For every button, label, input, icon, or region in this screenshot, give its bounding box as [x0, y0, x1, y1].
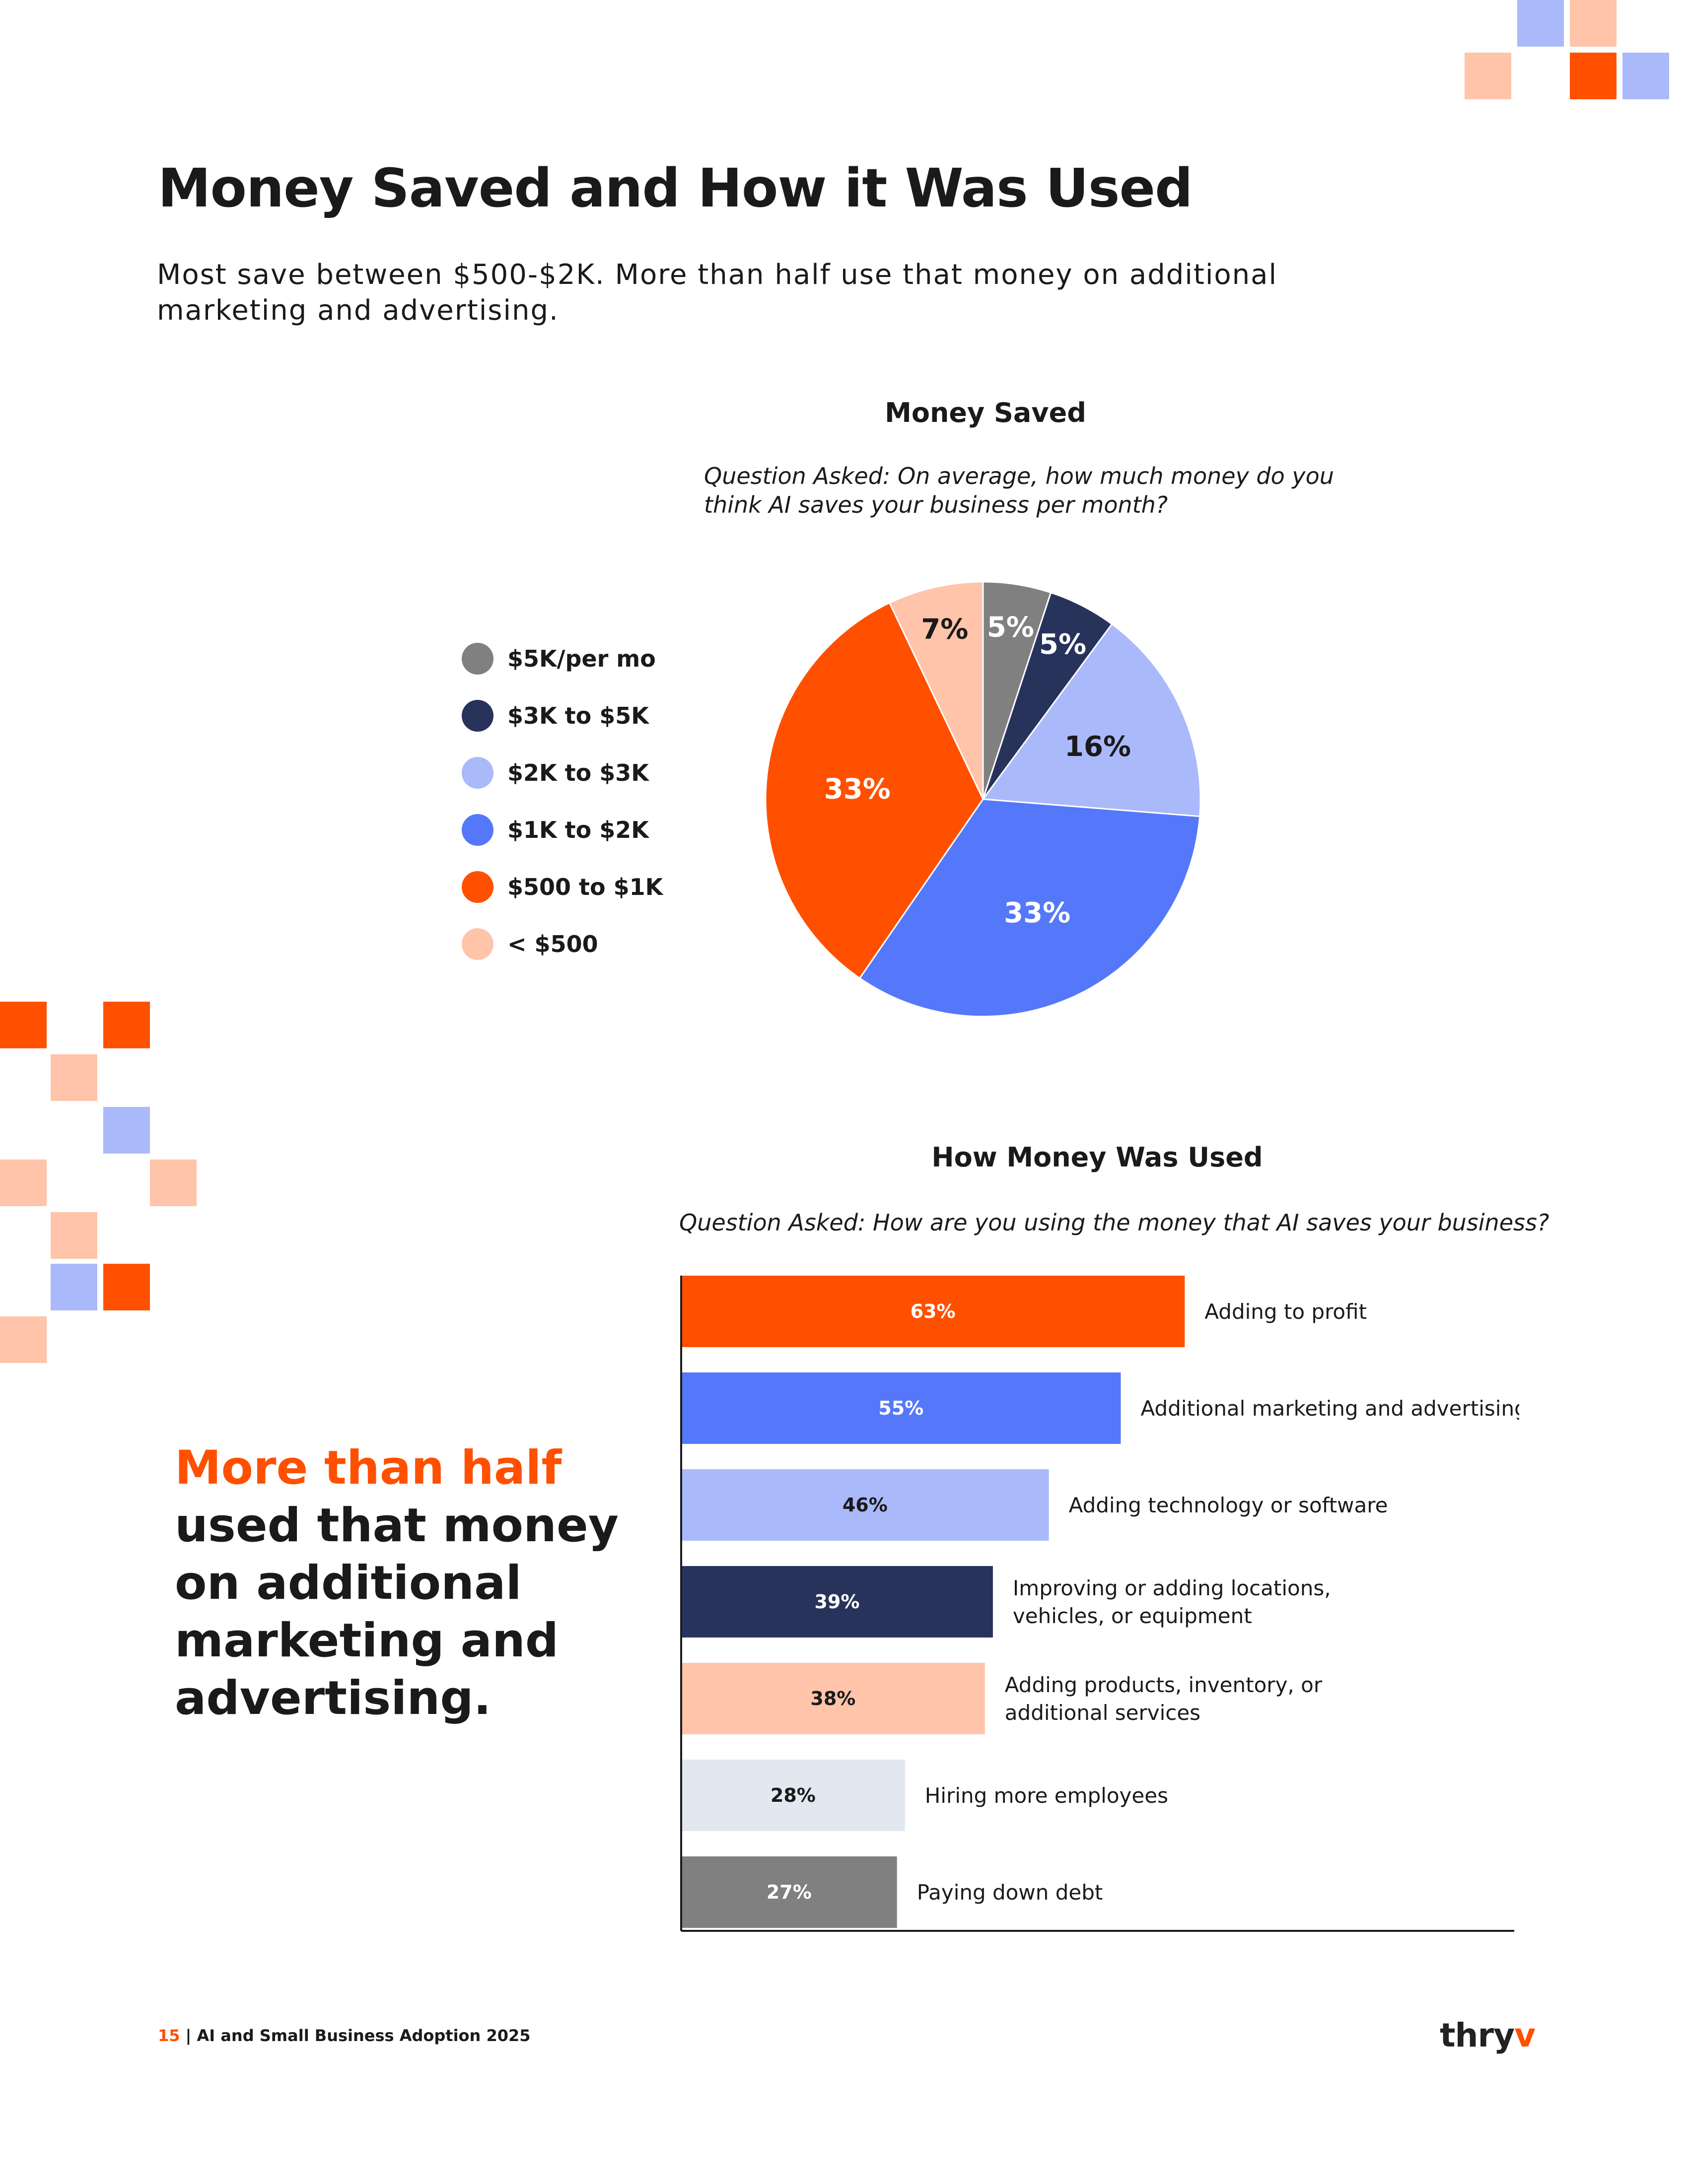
- bar-category-label: Adding to profit: [1204, 1299, 1367, 1324]
- legend-swatch: [462, 757, 493, 789]
- legend-item: $500 to $1K: [462, 870, 663, 904]
- legend-item: $3K to $5K: [462, 698, 649, 733]
- decor-square: [103, 1002, 150, 1048]
- brand-logo-text: thry: [1440, 2016, 1515, 2054]
- bar-category-label: Hiring more employees: [925, 1783, 1168, 1808]
- brand-logo: thryv: [1440, 2016, 1536, 2054]
- bar-category-label: Adding products, inventory, or additional…: [1005, 1673, 1323, 1725]
- pie-data-label: 7%: [921, 614, 968, 646]
- bar: [681, 1469, 1049, 1541]
- bar-chart-title: How Money Was Used: [931, 1142, 1263, 1173]
- legend-item: $5K/per mo: [462, 641, 656, 676]
- pie-chart-question: Question Asked: On average, how much mon…: [704, 463, 1334, 518]
- legend-item: < $500: [462, 927, 598, 961]
- pie-data-label: 33%: [1004, 897, 1070, 929]
- bar-chart: 63% Adding to profit 55% Additional marketi…: [680, 1276, 1520, 1932]
- decor-square: [103, 1107, 150, 1154]
- decor-square: [1570, 53, 1617, 99]
- decor-square: [0, 1160, 47, 1206]
- bar-value-label: 55%: [878, 1397, 923, 1419]
- decor-square: [51, 1264, 97, 1310]
- page-subtitle: Most save between $500-$2K. More than ha…: [157, 259, 1278, 327]
- decor-square: [1570, 0, 1617, 47]
- pie-chart: 5%5% 16% 33% 33% 7%: [765, 581, 1201, 1018]
- pie-data-label: 16%: [1064, 731, 1131, 763]
- bar: [681, 1663, 985, 1734]
- bar-category-label: Improving or adding locations, vehicles, …: [1013, 1576, 1331, 1628]
- decor-square: [103, 1264, 150, 1310]
- footer: 15 | AI and Small Business Adoption 2025: [158, 2026, 531, 2045]
- bar: [681, 1760, 905, 1831]
- bar: [681, 1566, 993, 1638]
- decor-square: [51, 1212, 97, 1259]
- decor-square: [1517, 0, 1564, 47]
- legend-swatch: [462, 928, 493, 960]
- decor-square: [1465, 53, 1511, 99]
- bar-chart-question: Question Asked: How are you using the mo…: [679, 1209, 1549, 1236]
- callout-highlight: More than half: [175, 1441, 562, 1495]
- legend-swatch: [462, 814, 493, 846]
- footer-doc-title: AI and Small Business Adoption 2025: [197, 2026, 531, 2045]
- bar-value-label: 28%: [771, 1784, 816, 1806]
- pie-data-label: 5%: [987, 612, 1034, 644]
- legend-label: $5K/per mo: [507, 645, 656, 672]
- decor-square: [1622, 53, 1669, 99]
- page-title: Money Saved and How it Was Used: [158, 158, 1193, 219]
- footer-separator: |: [180, 2026, 197, 2045]
- decor-square: [51, 1054, 97, 1101]
- pie-chart-title: Money Saved: [885, 397, 1086, 428]
- legend-label: $3K to $5K: [507, 702, 649, 729]
- bar: [681, 1276, 1185, 1347]
- decor-square: [0, 1002, 47, 1048]
- legend-item: $1K to $2K: [462, 813, 649, 847]
- bar-value-label: 63%: [911, 1300, 956, 1322]
- footer-page-number: 15: [158, 2026, 180, 2045]
- brand-logo-v: v: [1514, 2016, 1536, 2054]
- bar-category-label: Additional marketing and advertising: [1141, 1396, 1520, 1421]
- pie-slice: [858, 798, 1201, 1018]
- legend-label: $1K to $2K: [507, 817, 649, 843]
- bar-category-label: Adding technology or software: [1069, 1493, 1388, 1517]
- bar-value-label: 39%: [814, 1591, 859, 1613]
- pie-slice: [888, 581, 984, 800]
- pie-data-label: 5%: [1039, 628, 1086, 661]
- pie-data-label: 33%: [824, 773, 891, 805]
- bar-value-label: 38%: [810, 1688, 855, 1709]
- legend-swatch: [462, 871, 493, 903]
- bar: [681, 1372, 1121, 1444]
- legend-label: $500 to $1K: [507, 874, 663, 900]
- legend-label: < $500: [507, 931, 598, 957]
- decor-square: [150, 1160, 197, 1206]
- legend-swatch: [462, 700, 493, 732]
- bar-value-label: 27%: [767, 1881, 812, 1903]
- bar-category-label: Paying down debt: [917, 1880, 1103, 1905]
- legend-label: $2K to $3K: [507, 759, 649, 786]
- bar-value-label: 46%: [843, 1494, 888, 1516]
- decor-square: [0, 1316, 47, 1363]
- pie-slice: [982, 623, 1201, 818]
- callout-text: used that money on additional marketing …: [175, 1499, 619, 1725]
- callout: More than half used that money on additi…: [175, 1439, 622, 1727]
- legend-item: $2K to $3K: [462, 755, 649, 790]
- legend-swatch: [462, 643, 493, 675]
- bar: [681, 1856, 897, 1928]
- pie-slice: [765, 602, 984, 979]
